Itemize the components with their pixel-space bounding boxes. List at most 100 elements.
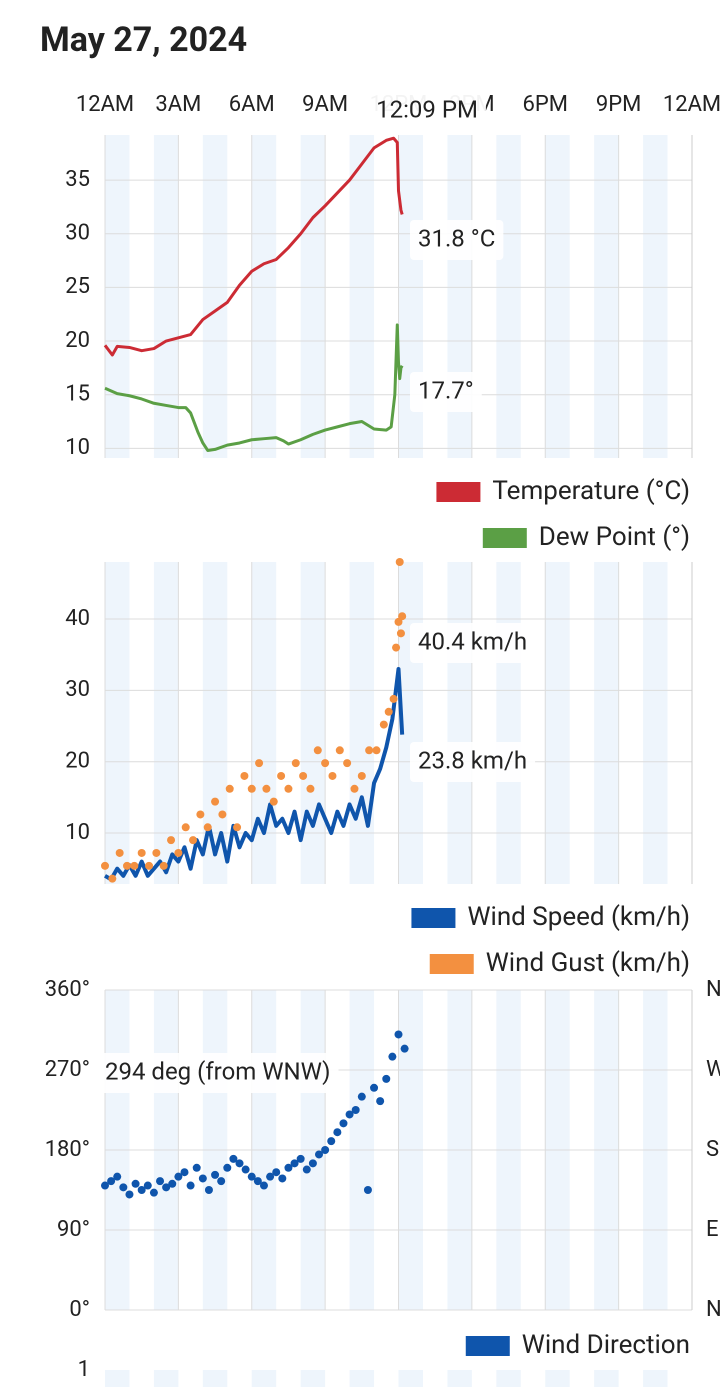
series-dot bbox=[363, 1186, 372, 1194]
series-dot bbox=[357, 1092, 366, 1101]
y-tick-label: 30 bbox=[65, 677, 90, 702]
series-dot bbox=[101, 1181, 109, 1190]
series-dot bbox=[211, 797, 220, 806]
series-dot bbox=[382, 1074, 391, 1083]
legend-label: Dew Point (°) bbox=[539, 522, 690, 552]
band-stripe bbox=[349, 1370, 375, 1387]
series-dot bbox=[321, 759, 330, 768]
series-dot bbox=[327, 1137, 336, 1146]
legend-swatch bbox=[411, 908, 456, 928]
x-tick-label: 6PM bbox=[523, 92, 568, 117]
y-tick-label: 270° bbox=[45, 1057, 90, 1082]
series-dot bbox=[101, 861, 109, 870]
band-stripe bbox=[153, 1370, 179, 1387]
x-tick-label: 9AM bbox=[302, 92, 348, 117]
y-tick-label: 10 bbox=[65, 820, 90, 845]
value-label-bg bbox=[410, 372, 482, 412]
series-dot bbox=[345, 1110, 354, 1119]
legend-swatch bbox=[482, 528, 527, 548]
band-stripe bbox=[545, 135, 570, 458]
series-dot bbox=[259, 1181, 268, 1190]
series-dot bbox=[395, 558, 404, 566]
x-tick-label: 12AM bbox=[76, 92, 134, 117]
series-dot bbox=[196, 810, 205, 819]
x-tick-label: 3AM bbox=[155, 92, 201, 117]
series-dot bbox=[394, 1030, 403, 1039]
series-dot bbox=[180, 1168, 189, 1177]
series-dot bbox=[388, 1052, 397, 1061]
series-dot bbox=[174, 848, 183, 857]
y-tick-label: 0° bbox=[69, 1297, 90, 1322]
band-stripe bbox=[251, 1370, 277, 1387]
band-stripe bbox=[105, 1370, 130, 1387]
band-stripe bbox=[300, 562, 326, 884]
x-tick-label: 12AM bbox=[663, 92, 720, 117]
series-line bbox=[103, 666, 405, 882]
band-stripe bbox=[643, 1370, 668, 1387]
band-stripe bbox=[105, 135, 130, 458]
series-dot bbox=[306, 784, 315, 793]
series-dot bbox=[379, 720, 388, 729]
series-dot bbox=[365, 746, 374, 755]
series-dot bbox=[149, 1188, 158, 1197]
y2-tick-label: S bbox=[706, 1137, 719, 1162]
series-dot bbox=[189, 836, 198, 845]
series-dot bbox=[398, 612, 407, 621]
legend-label: Wind Speed (km/h) bbox=[467, 902, 690, 932]
series-dot bbox=[162, 1183, 171, 1192]
series-line bbox=[104, 323, 404, 452]
series-dot bbox=[343, 759, 352, 768]
series-dot bbox=[278, 1174, 287, 1183]
y2-tick-label: N bbox=[706, 1297, 720, 1322]
series-dot bbox=[204, 1186, 213, 1194]
y-tick-label: 20 bbox=[65, 328, 90, 353]
next-chart-tick: 1 bbox=[78, 1357, 90, 1382]
series-dot bbox=[389, 694, 398, 703]
band-stripe bbox=[202, 135, 228, 458]
tooltip-time: 12:09 PM bbox=[376, 95, 478, 123]
band-stripe bbox=[594, 562, 619, 884]
band-stripe bbox=[594, 1370, 619, 1387]
series-dot bbox=[350, 784, 359, 793]
legend-label: Temperature (°C) bbox=[492, 476, 690, 506]
series-dot bbox=[372, 746, 381, 755]
series-dot bbox=[339, 1119, 348, 1128]
series-dot bbox=[262, 784, 271, 793]
series-dot bbox=[225, 784, 234, 793]
y-tick-label: 360° bbox=[45, 977, 90, 1002]
x-tick-label: 6AM bbox=[229, 92, 275, 117]
series-dot bbox=[335, 746, 344, 755]
band-stripe bbox=[153, 135, 179, 458]
series-dot bbox=[272, 1168, 281, 1177]
series-line bbox=[103, 136, 404, 357]
series-dot bbox=[217, 1177, 226, 1186]
series-dot bbox=[241, 1165, 250, 1174]
y-tick-label: 20 bbox=[65, 749, 90, 774]
series-dot bbox=[181, 823, 190, 832]
series-dot bbox=[255, 759, 264, 768]
series-dot bbox=[119, 1183, 128, 1192]
legend-label: Wind Direction bbox=[522, 1330, 690, 1360]
series-dot bbox=[233, 823, 242, 832]
series-dot bbox=[115, 848, 124, 857]
series-dot bbox=[313, 746, 322, 755]
band-stripe bbox=[447, 1370, 472, 1387]
series-dot bbox=[125, 1190, 134, 1199]
series-dot bbox=[392, 643, 401, 652]
y-tick-label: 25 bbox=[65, 274, 90, 299]
series-dot bbox=[396, 629, 405, 638]
series-dot bbox=[290, 1159, 299, 1168]
series-dot bbox=[328, 771, 337, 780]
band-stripe bbox=[349, 562, 375, 884]
series-dot bbox=[247, 1172, 256, 1181]
band-stripe bbox=[398, 1370, 423, 1387]
y-tick-label: 30 bbox=[65, 221, 90, 246]
tooltip-bg bbox=[368, 92, 486, 132]
band-stripe bbox=[202, 1370, 228, 1387]
value-label: 294 deg (from WNW) bbox=[105, 1057, 331, 1085]
band-stripe bbox=[300, 1370, 326, 1387]
series-dot bbox=[192, 1163, 201, 1172]
series-dot bbox=[108, 874, 117, 883]
series-dot bbox=[107, 1177, 116, 1186]
